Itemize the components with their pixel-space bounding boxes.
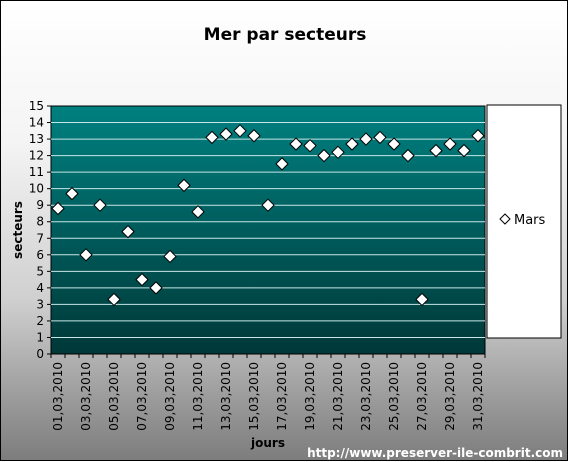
data-point-14,03,2010	[233, 124, 247, 138]
data-point-11,03,2010	[191, 205, 205, 219]
y-tick-label-15: 15	[29, 99, 44, 113]
y-tick-label-5: 5	[36, 264, 44, 278]
x-tick-label-07,03,2010: 07,03,2010	[135, 362, 149, 431]
chart-title: Mer par secteurs	[204, 25, 367, 45]
data-point-21,03,2010	[331, 145, 345, 160]
data-point-15,03,2010	[247, 129, 261, 143]
x-axis-label: jours	[250, 436, 285, 450]
x-tick-label-23,03,2010: 23,03,2010	[359, 362, 373, 431]
x-tick-label-09,03,2010: 09,03,2010	[163, 362, 177, 431]
data-point-27,03,2010	[415, 292, 429, 307]
y-tick-label-11: 11	[29, 165, 44, 179]
data-point-23,03,2010	[359, 132, 373, 146]
data-point-18,03,2010	[289, 137, 303, 151]
y-tick-label-2: 2	[36, 314, 44, 328]
x-tick-label-11,03,2010: 11,03,2010	[191, 362, 205, 431]
x-tick-label-27,03,2010: 27,03,2010	[415, 362, 429, 431]
x-tick-label-29,03,2010: 29,03,2010	[443, 362, 457, 431]
data-point-19,03,2010	[303, 138, 317, 153]
x-tick-label-01,03,2010: 01,03,2010	[51, 362, 65, 431]
data-point-02,03,2010	[65, 186, 79, 201]
y-axis-label: secteurs	[11, 201, 25, 259]
grid-lines	[51, 122, 485, 338]
y-tick-label-4: 4	[36, 281, 44, 295]
legend-entry-mars: Mars	[514, 213, 546, 228]
data-point-31,03,2010	[471, 129, 485, 143]
data-point-08,03,2010	[149, 281, 163, 295]
data-point-04,03,2010	[93, 198, 107, 212]
y-tick-label-1: 1	[36, 330, 44, 344]
data-point-30,03,2010	[457, 143, 471, 158]
x-tick-label-21,03,2010: 21,03,2010	[331, 362, 345, 431]
site-credit[interactable]: http://www.preserver-ile-combrit.com	[307, 446, 563, 460]
legend-box	[486, 104, 562, 339]
data-point-25,03,2010	[387, 137, 401, 151]
y-tick-label-8: 8	[36, 215, 44, 229]
data-series-mars	[51, 124, 485, 307]
y-tick-label-3: 3	[36, 297, 44, 311]
y-tick-label-9: 9	[36, 198, 44, 212]
data-point-05,03,2010	[107, 292, 121, 307]
y-tick-label-0: 0	[36, 347, 44, 361]
plot-area	[50, 105, 486, 355]
x-tick-label-13,03,2010: 13,03,2010	[219, 362, 233, 431]
x-tick-label-19,03,2010: 19,03,2010	[303, 362, 317, 431]
data-point-17,03,2010	[275, 157, 289, 171]
y-tick-label-14: 14	[29, 116, 44, 130]
data-point-13,03,2010	[219, 127, 233, 141]
x-tick-label-15,03,2010: 15,03,2010	[247, 362, 261, 431]
x-tick-label-05,03,2010: 05,03,2010	[107, 362, 121, 431]
data-point-16,03,2010	[261, 198, 275, 212]
data-point-06,03,2010	[121, 224, 135, 239]
x-tick-label-03,03,2010: 03,03,2010	[79, 362, 93, 431]
data-point-29,03,2010	[443, 137, 457, 151]
y-tick-label-6: 6	[36, 248, 44, 262]
data-point-24,03,2010	[373, 130, 387, 145]
data-point-01,03,2010	[51, 201, 65, 216]
x-tick-label-17,03,2010: 17,03,2010	[275, 362, 289, 431]
data-point-12,03,2010	[205, 130, 219, 145]
y-tick-label-7: 7	[36, 231, 44, 245]
legend-diamond-icon	[499, 213, 511, 225]
data-point-07,03,2010	[135, 272, 149, 287]
y-tick-label-12: 12	[29, 149, 44, 163]
data-point-10,03,2010	[177, 178, 191, 193]
data-point-28,03,2010	[429, 143, 443, 158]
data-point-03,03,2010	[79, 248, 93, 262]
x-tick-label-31,03,2010: 31,03,2010	[471, 362, 485, 431]
data-point-26,03,2010	[401, 148, 415, 163]
y-tick-label-13: 13	[29, 132, 44, 146]
data-point-20,03,2010	[317, 148, 331, 163]
y-tick-label-10: 10	[29, 182, 44, 196]
x-axis: 01,03,2010 03,03,2010 05,03,2010 07,03,2010…	[50, 354, 486, 431]
data-point-22,03,2010	[345, 137, 359, 151]
x-tick-label-25,03,2010: 25,03,2010	[387, 362, 401, 431]
data-point-09,03,2010	[163, 249, 177, 264]
